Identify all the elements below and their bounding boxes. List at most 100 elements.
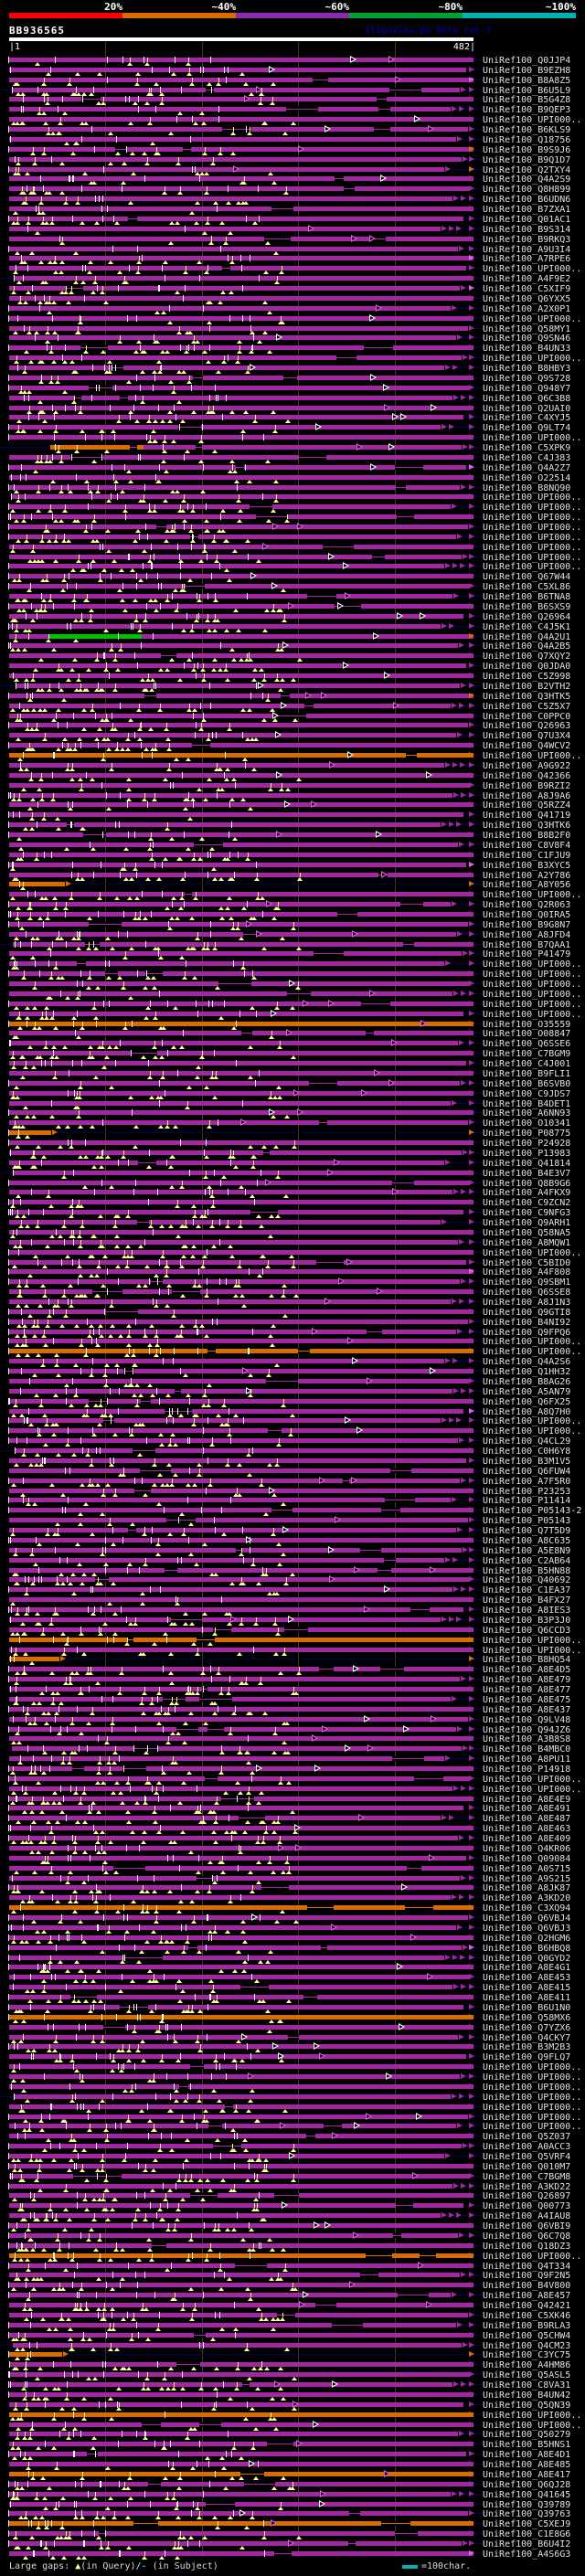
alignment-row[interactable]: UniRef100_A3B8S8 bbox=[0, 1734, 585, 1745]
hit-label[interactable]: UniRef100_B3P3J0 bbox=[483, 1615, 571, 1626]
hit-label[interactable]: UniRef100_UPI000.. bbox=[483, 532, 582, 543]
alignment-bar[interactable] bbox=[9, 902, 451, 907]
hit-label[interactable]: UniRef100_B8HQ54 bbox=[483, 1655, 571, 1666]
alignment-bar[interactable] bbox=[9, 1687, 473, 1691]
alignment-bar[interactable] bbox=[9, 733, 456, 738]
hit-label[interactable]: UniRef100_B8HBY3 bbox=[483, 364, 571, 375]
alignment-bar[interactable] bbox=[9, 981, 470, 987]
alignment-bar[interactable] bbox=[9, 1597, 473, 1603]
alignment-bar[interactable] bbox=[9, 1657, 59, 1662]
alignment-bar[interactable] bbox=[9, 1289, 473, 1295]
alignment-row[interactable]: UniRef100_UPI000.. bbox=[0, 264, 585, 275]
alignment-bar[interactable] bbox=[9, 286, 461, 292]
alignment-row[interactable]: UniRef100_UPI000.. bbox=[0, 1337, 585, 1348]
hit-label[interactable]: UniRef100_A8Y056 bbox=[483, 880, 571, 891]
alignment-row[interactable]: UniRef100_Q41814 bbox=[0, 1158, 585, 1170]
alignment-row[interactable]: UniRef100_A8MQW1 bbox=[0, 1238, 585, 1249]
alignment-bar[interactable] bbox=[9, 544, 473, 549]
hit-label[interactable]: UniRef100_B7ZXA1 bbox=[483, 205, 571, 216]
alignment-bar[interactable] bbox=[9, 315, 473, 321]
alignment-row[interactable]: UniRef100_B6UDN6 bbox=[0, 195, 585, 206]
alignment-row[interactable]: UniRef100_C0PPC0 bbox=[0, 711, 585, 723]
alignment-row[interactable]: UniRef100_Q09084 bbox=[0, 1853, 585, 1865]
alignment-row[interactable]: UniRef100_A8E491 bbox=[0, 1804, 585, 1815]
alignment-bar[interactable] bbox=[9, 1001, 473, 1006]
alignment-bar[interactable] bbox=[9, 166, 445, 172]
alignment-row[interactable]: UniRef100_B9RZI2 bbox=[0, 781, 585, 792]
alignment-bar[interactable] bbox=[9, 207, 473, 212]
hit-label[interactable]: UniRef100_Q4A2B5 bbox=[483, 641, 571, 652]
hit-label[interactable]: UniRef100_B3M1V5 bbox=[483, 1456, 571, 1467]
alignment-bar[interactable] bbox=[9, 1259, 466, 1265]
hit-label[interactable]: UniRef100_B9S9J6 bbox=[483, 144, 571, 155]
alignment-bar[interactable] bbox=[9, 613, 464, 619]
alignment-row[interactable]: UniRef100_Q1HH32 bbox=[0, 1367, 585, 1378]
alignment-row[interactable]: UniRef100_B8AG26 bbox=[0, 1376, 585, 1388]
alignment-row[interactable]: UniRef100_Q5RZZ4 bbox=[0, 800, 585, 811]
alignment-bar[interactable] bbox=[9, 1160, 445, 1165]
alignment-row[interactable]: UniRef100_UPI000.. bbox=[0, 115, 585, 126]
alignment-bar[interactable] bbox=[9, 1339, 473, 1344]
hit-label[interactable]: UniRef100_C5BID0 bbox=[483, 1257, 571, 1268]
hit-label[interactable]: UniRef100_C5Z5X7 bbox=[483, 701, 571, 712]
alignment-bar[interactable] bbox=[9, 703, 451, 708]
alignment-bar[interactable] bbox=[14, 1170, 473, 1175]
alignment-row[interactable]: UniRef100_B9FLI1 bbox=[0, 1068, 585, 1080]
alignment-bar[interactable] bbox=[9, 1647, 473, 1652]
hit-label[interactable]: UniRef100_B8NQ90 bbox=[483, 482, 571, 493]
alignment-bar[interactable] bbox=[9, 892, 473, 897]
hit-label[interactable]: UniRef100_Q58MY1 bbox=[483, 323, 571, 334]
hit-label[interactable]: UniRef100_Q8H899 bbox=[483, 185, 571, 196]
alignment-row[interactable]: UniRef100_P13983 bbox=[0, 1149, 585, 1160]
alignment-row[interactable]: UniRef100_P41479 bbox=[0, 949, 585, 960]
alignment-row[interactable]: UniRef100_UPI000.. bbox=[0, 970, 585, 981]
alignment-row[interactable]: UniRef100_C9ZCN2 bbox=[0, 1198, 585, 1209]
hit-label[interactable]: UniRef100_Q9LT74 bbox=[483, 423, 571, 434]
alignment-row[interactable]: UniRef100_B8HQ54 bbox=[0, 1655, 585, 1666]
alignment-bar[interactable] bbox=[9, 325, 468, 331]
hit-label[interactable]: UniRef100_UPI000.. bbox=[483, 1774, 582, 1785]
hit-label[interactable]: UniRef100_A6NN93 bbox=[483, 1108, 571, 1119]
hit-label[interactable]: UniRef100_Q2R063 bbox=[483, 900, 571, 911]
hit-label[interactable]: UniRef100_Q58NA5 bbox=[483, 1227, 571, 1238]
hit-label[interactable]: UniRef100_Q5RZZ4 bbox=[483, 800, 571, 811]
alignment-bar[interactable] bbox=[9, 584, 470, 589]
alignment-bar[interactable] bbox=[13, 87, 461, 92]
alignment-row[interactable]: UniRef100_A2X0P1 bbox=[0, 303, 585, 315]
alignment-bar[interactable] bbox=[9, 1031, 473, 1036]
alignment-bar[interactable] bbox=[9, 1299, 451, 1304]
alignment-row[interactable]: UniRef100_B3XYC5 bbox=[0, 861, 585, 872]
alignment-bar[interactable] bbox=[9, 1140, 473, 1146]
alignment-row[interactable]: UniRef100_A8E4D5 bbox=[0, 1665, 585, 1676]
alignment-bar[interactable] bbox=[9, 534, 456, 539]
alignment-bar[interactable] bbox=[9, 1806, 464, 1811]
alignment-bar[interactable] bbox=[9, 127, 468, 133]
hit-label[interactable]: UniRef100_A8E487 bbox=[483, 1814, 571, 1825]
hit-label[interactable]: UniRef100_A3B8S8 bbox=[483, 1734, 571, 1745]
alignment-bar[interactable] bbox=[9, 911, 473, 917]
alignment-bar[interactable] bbox=[9, 385, 470, 390]
alignment-row[interactable]: UniRef100_A7RPE6 bbox=[0, 254, 585, 265]
alignment-bar[interactable] bbox=[9, 117, 473, 122]
hit-label[interactable]: UniRef100_Q18756 bbox=[483, 134, 571, 145]
alignment-bar[interactable] bbox=[9, 643, 459, 649]
hit-label[interactable]: UniRef100_Q9GTI8 bbox=[483, 1307, 571, 1318]
hit-label[interactable]: UniRef100_A8E409 bbox=[483, 1834, 571, 1845]
alignment-bar[interactable] bbox=[9, 1438, 459, 1444]
hit-label[interactable]: UniRef100_B5G4Z8 bbox=[483, 95, 571, 106]
alignment-row[interactable]: UniRef100_P11414 bbox=[0, 1496, 585, 1507]
alignment-bar[interactable] bbox=[9, 514, 473, 520]
hit-label[interactable]: UniRef100_Q6YXX5 bbox=[483, 293, 571, 304]
hit-label[interactable]: UniRef100_C9NFG3 bbox=[483, 1208, 571, 1219]
hit-label[interactable]: UniRef100_P14918 bbox=[483, 1764, 571, 1775]
hit-label[interactable]: UniRef100_Q41814 bbox=[483, 1158, 571, 1169]
alignment-bar[interactable] bbox=[9, 1051, 473, 1056]
alignment-bar[interactable] bbox=[9, 464, 466, 470]
alignment-row[interactable]: UniRef100_A8E487 bbox=[0, 1814, 585, 1825]
alignment-bar[interactable] bbox=[9, 1865, 473, 1871]
alignment-row[interactable]: UniRef100_B4MBC0 bbox=[0, 1744, 585, 1755]
alignment-bar[interactable] bbox=[9, 1765, 473, 1771]
alignment-row[interactable]: UniRef100_A9S215 bbox=[0, 1874, 585, 1885]
alignment-bar[interactable] bbox=[9, 1011, 464, 1016]
alignment-row[interactable]: UniRef100_Q4KR06 bbox=[0, 1843, 585, 1855]
